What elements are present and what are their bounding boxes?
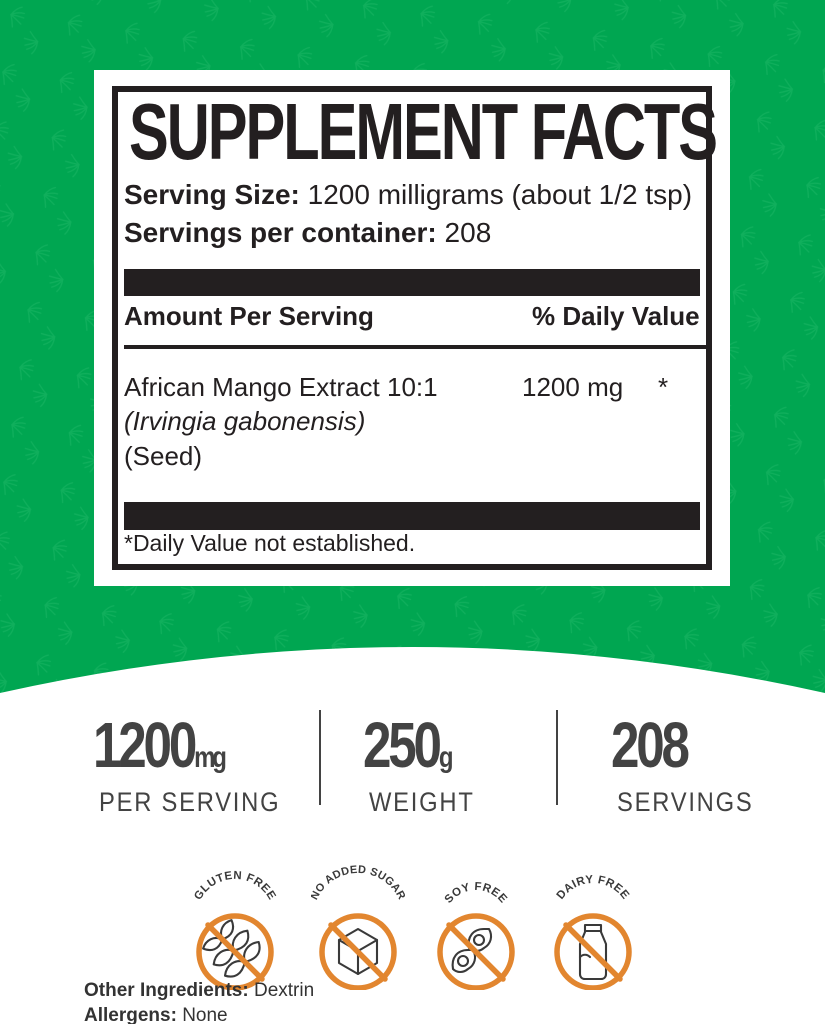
svg-text:SOY FREE: SOY FREE	[443, 881, 510, 906]
svg-text:NO ADDED SUGAR: NO ADDED SUGAR	[311, 864, 405, 902]
svg-text:GLUTEN FREE: GLUTEN FREE	[192, 870, 278, 902]
svg-text:DAIRY FREE: DAIRY FREE	[555, 874, 632, 902]
